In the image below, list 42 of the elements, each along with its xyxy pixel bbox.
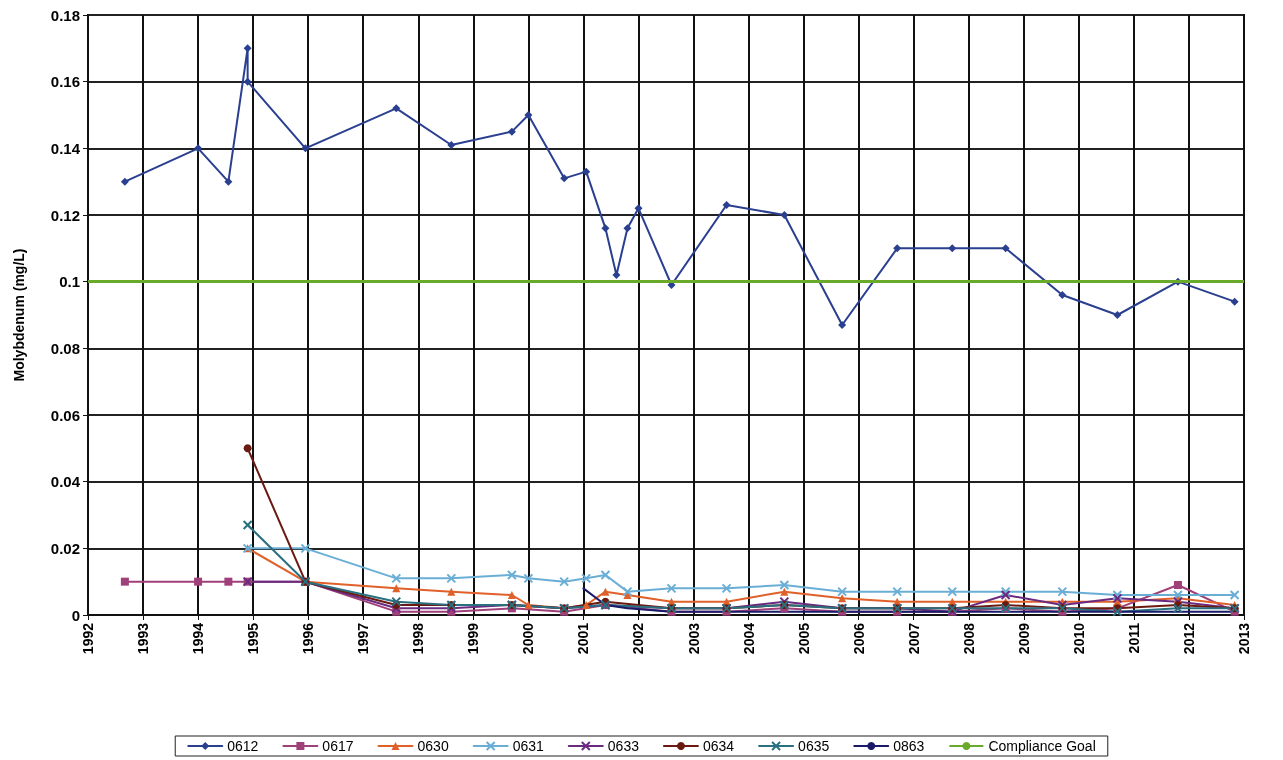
y-tick-label: 0	[71, 606, 80, 624]
legend-label: 0630	[417, 738, 449, 754]
x-tick-label: 1995	[245, 622, 262, 655]
x-tick-label: 2010	[1070, 622, 1087, 655]
x-tick-label: 2005	[795, 622, 812, 655]
x-tick-label: 1992	[80, 622, 96, 655]
y-tick-label: 0.06	[50, 406, 80, 424]
legend-label: 0634	[702, 738, 735, 754]
x-tick-label: 2012	[1180, 622, 1197, 655]
y-tick-label: 0.12	[50, 206, 80, 224]
x-tick-label: 1999	[465, 622, 482, 655]
legend-label: 0635	[798, 738, 830, 754]
x-tick-label: 2008	[960, 622, 977, 655]
x-tick-label: 2002	[630, 622, 647, 655]
x-tick-label: 2004	[740, 622, 757, 655]
y-tick-label: 0.14	[50, 139, 81, 157]
y-tick-label: 0.02	[50, 539, 80, 557]
x-tick-label: 1996	[300, 622, 317, 655]
y-tick-label: 0.18	[50, 6, 80, 24]
x-tick-label: 2001	[575, 622, 592, 655]
x-tick-label: 2003	[685, 622, 702, 655]
x-tick-label: 2007	[905, 622, 922, 655]
x-tick-label: 1998	[410, 622, 427, 655]
x-tick-label: 2011	[1125, 622, 1142, 654]
legend-label: Compliance Goal	[988, 738, 1096, 754]
x-tick-label: 2013	[1236, 622, 1252, 655]
legend-label: 0863	[893, 738, 925, 754]
x-tick-label: 1993	[135, 622, 152, 655]
y-tick-label: 0.16	[50, 73, 80, 91]
legend-label: 0617	[322, 738, 354, 754]
x-tick-label: 1994	[190, 622, 207, 655]
y-tick-label: 0.08	[50, 339, 80, 357]
y-axis-title: Molybdenum (mg/L)	[11, 248, 27, 382]
legend-label: 0633	[607, 738, 640, 754]
x-tick-label: 2000	[520, 622, 537, 655]
legend-label: 0612	[227, 738, 259, 754]
x-tick-label: 2006	[850, 622, 867, 655]
x-tick-label: 2009	[1015, 622, 1032, 655]
y-tick-label: 0.1	[59, 273, 80, 291]
x-tick-label: 1997	[355, 622, 372, 655]
y-tick-label: 0.04	[50, 473, 81, 491]
legend-label: 0631	[512, 738, 545, 754]
